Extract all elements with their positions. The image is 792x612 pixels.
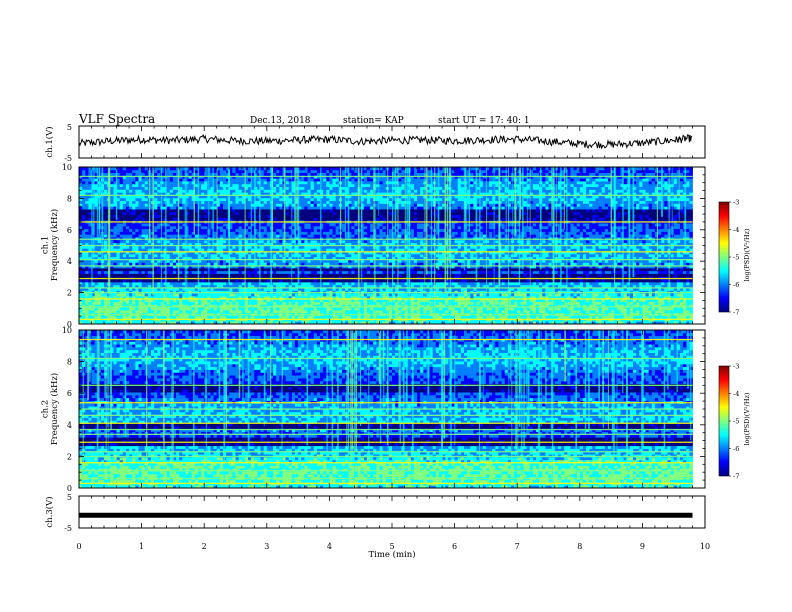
colorbar-tick-label: -5 [733,418,739,426]
time-tick-label: 8 [577,542,582,551]
figure-title: VLF Spectra [78,112,155,126]
frequency-tick-label: 10 [62,163,72,172]
colorbar-tick-label: -6 [733,281,739,289]
time-tick-labels: 0 1 2 3 4 5 6 7 8 9 10 [76,542,710,551]
header-date: Dec.13, 2018 [250,116,311,126]
frequency-tick-label: 2 [67,452,72,461]
ch1-spectrogram [79,167,693,324]
time-tick-label: 7 [515,542,520,551]
ch1-colorbar: -3 -4 -5 -6 -7 [718,199,739,317]
frequency-tick-label: 0 [67,484,72,493]
ch2-colorbar-label: log(PSD)(V²/Hz) [743,392,751,445]
frequency-tick-label: 0 [67,320,72,329]
ch2-frequency-axis-label: ch.2Frequency (kHz) [40,373,59,445]
header-start-time: start UT = 17: 40: 1 [438,116,530,126]
ch1-wave-ytick-top: 5 [67,123,72,132]
time-tick-label: 9 [640,542,645,551]
colorbar-tick-label: -3 [733,363,739,371]
frequency-tick-label: 4 [67,421,72,430]
colorbar-tick-label: -7 [733,309,739,317]
ch1-frequency-axis-label: ch.1Frequency (kHz) [40,209,59,281]
ch3-wave-ytick-top: 5 [67,493,72,502]
colorbar-tick-label: -7 [733,473,739,481]
frequency-tick-label: 4 [67,257,72,266]
time-tick-label: 0 [76,542,81,551]
time-tick-label: 3 [264,542,269,551]
time-tick-label: 1 [139,542,144,551]
frequency-tick-label: 8 [67,194,72,203]
colorbar-tick-label: -4 [733,226,739,234]
ch2-colorbar: -3 -4 -5 -6 -7 [718,363,739,481]
time-tick-label: 5 [389,542,394,551]
ch1-wave-ytick-bottom: -5 [64,154,72,163]
frequency-tick-label: 6 [67,389,72,398]
ch2-frequency-tick-labels: 0 2 4 6 8 10 [62,326,72,493]
ch1-voltage-axis-label: ch.1(V) [44,126,55,157]
ch1-colorbar-label: log(PSD)(V²/Hz) [743,228,751,281]
ch1-frequency-tick-labels: 0 2 4 6 8 10 [62,163,72,329]
colorbar-tick-label: -6 [733,445,739,453]
ch2-spectrogram [79,330,693,488]
frequency-tick-label: 6 [67,226,72,235]
frequency-tick-label: 2 [67,289,72,298]
time-tick-label: 2 [202,542,207,551]
colorbar-tick-label: -5 [733,254,739,262]
ch1-waveform-line [78,133,693,150]
time-tick-label: 10 [700,542,710,551]
ch3-voltage-axis-label: ch.3(V) [44,496,55,527]
colorbar-gradient [718,201,730,313]
time-axis-label: Time (min) [368,549,415,560]
ch3-wave-ytick-bottom: -5 [64,524,72,533]
frequency-tick-label: 8 [67,358,72,367]
colorbar-tick-label: -3 [733,199,739,207]
frequency-tick-label: 10 [62,326,72,335]
header-station: station= KAP [343,116,404,126]
time-tick-label: 4 [327,542,332,551]
colorbar-tick-label: -4 [733,390,739,398]
time-tick-label: 6 [452,542,457,551]
colorbar-gradient [718,365,730,477]
axis-ticks [78,126,706,528]
